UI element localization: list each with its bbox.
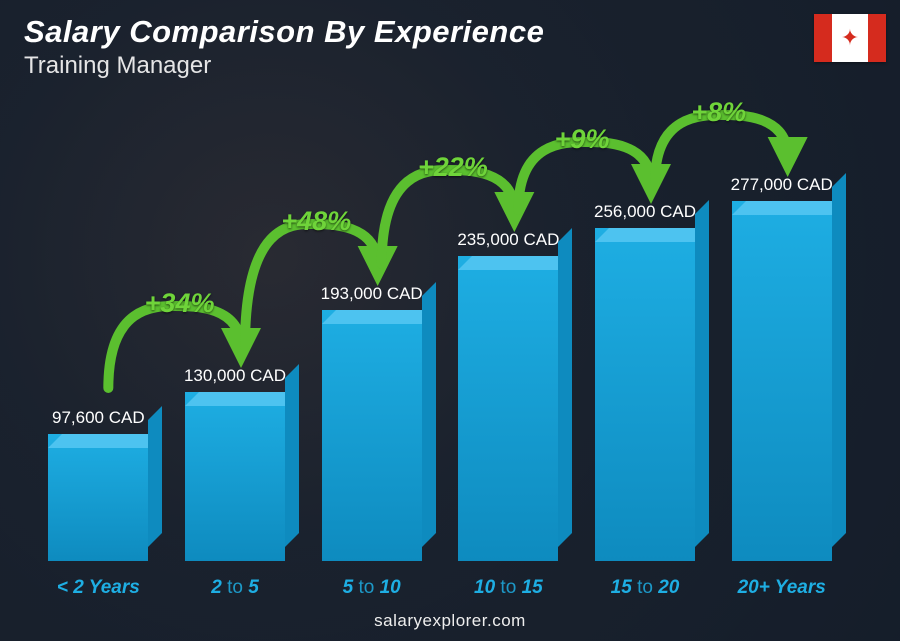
bar-0: 97,600 CAD: [30, 408, 167, 561]
bar-1: 130,000 CAD: [167, 366, 304, 561]
bar-value-label: 130,000 CAD: [184, 366, 286, 386]
increase-pct-0: +34%: [145, 288, 215, 319]
bar-value-label: 193,000 CAD: [321, 284, 423, 304]
bar-3d: [732, 201, 832, 561]
bar-2: 193,000 CAD: [303, 284, 440, 561]
bar-3: 235,000 CAD: [440, 230, 577, 561]
x-label-3: 10 to 15: [440, 577, 577, 599]
bar-5: 277,000 CAD: [713, 175, 850, 561]
bar-3d: [48, 434, 148, 561]
bar-3d: [185, 392, 285, 561]
bar-value-label: 256,000 CAD: [594, 202, 696, 222]
bar-4: 256,000 CAD: [577, 202, 714, 561]
increase-pct-3: +9%: [555, 124, 610, 155]
x-label-4: 15 to 20: [577, 577, 714, 599]
increase-pct-4: +8%: [691, 97, 746, 128]
footer-attribution: salaryexplorer.com: [0, 611, 900, 631]
country-flag-canada: ✦: [814, 14, 886, 62]
bar-3d: [458, 256, 558, 561]
chart-subtitle: Training Manager: [24, 52, 544, 80]
maple-leaf-icon: ✦: [841, 27, 859, 49]
x-label-0: < 2 Years: [30, 577, 167, 599]
bar-value-label: 277,000 CAD: [731, 175, 833, 195]
x-label-1: 2 to 5: [167, 577, 304, 599]
bar-value-label: 97,600 CAD: [52, 408, 145, 428]
header: Salary Comparison By Experience Training…: [24, 14, 544, 80]
bar-value-label: 235,000 CAD: [457, 230, 559, 250]
chart-title: Salary Comparison By Experience: [24, 14, 544, 50]
increase-pct-1: +48%: [281, 206, 351, 237]
x-label-5: 20+ Years: [713, 577, 850, 599]
x-label-2: 5 to 10: [303, 577, 440, 599]
x-axis-labels: < 2 Years2 to 55 to 1010 to 1515 to 2020…: [30, 577, 850, 599]
increase-pct-2: +22%: [418, 152, 488, 183]
bar-chart: 97,600 CAD 130,000 CAD 193,000 CAD 235,000 …: [30, 130, 850, 561]
bar-3d: [595, 228, 695, 561]
bar-3d: [322, 310, 422, 561]
